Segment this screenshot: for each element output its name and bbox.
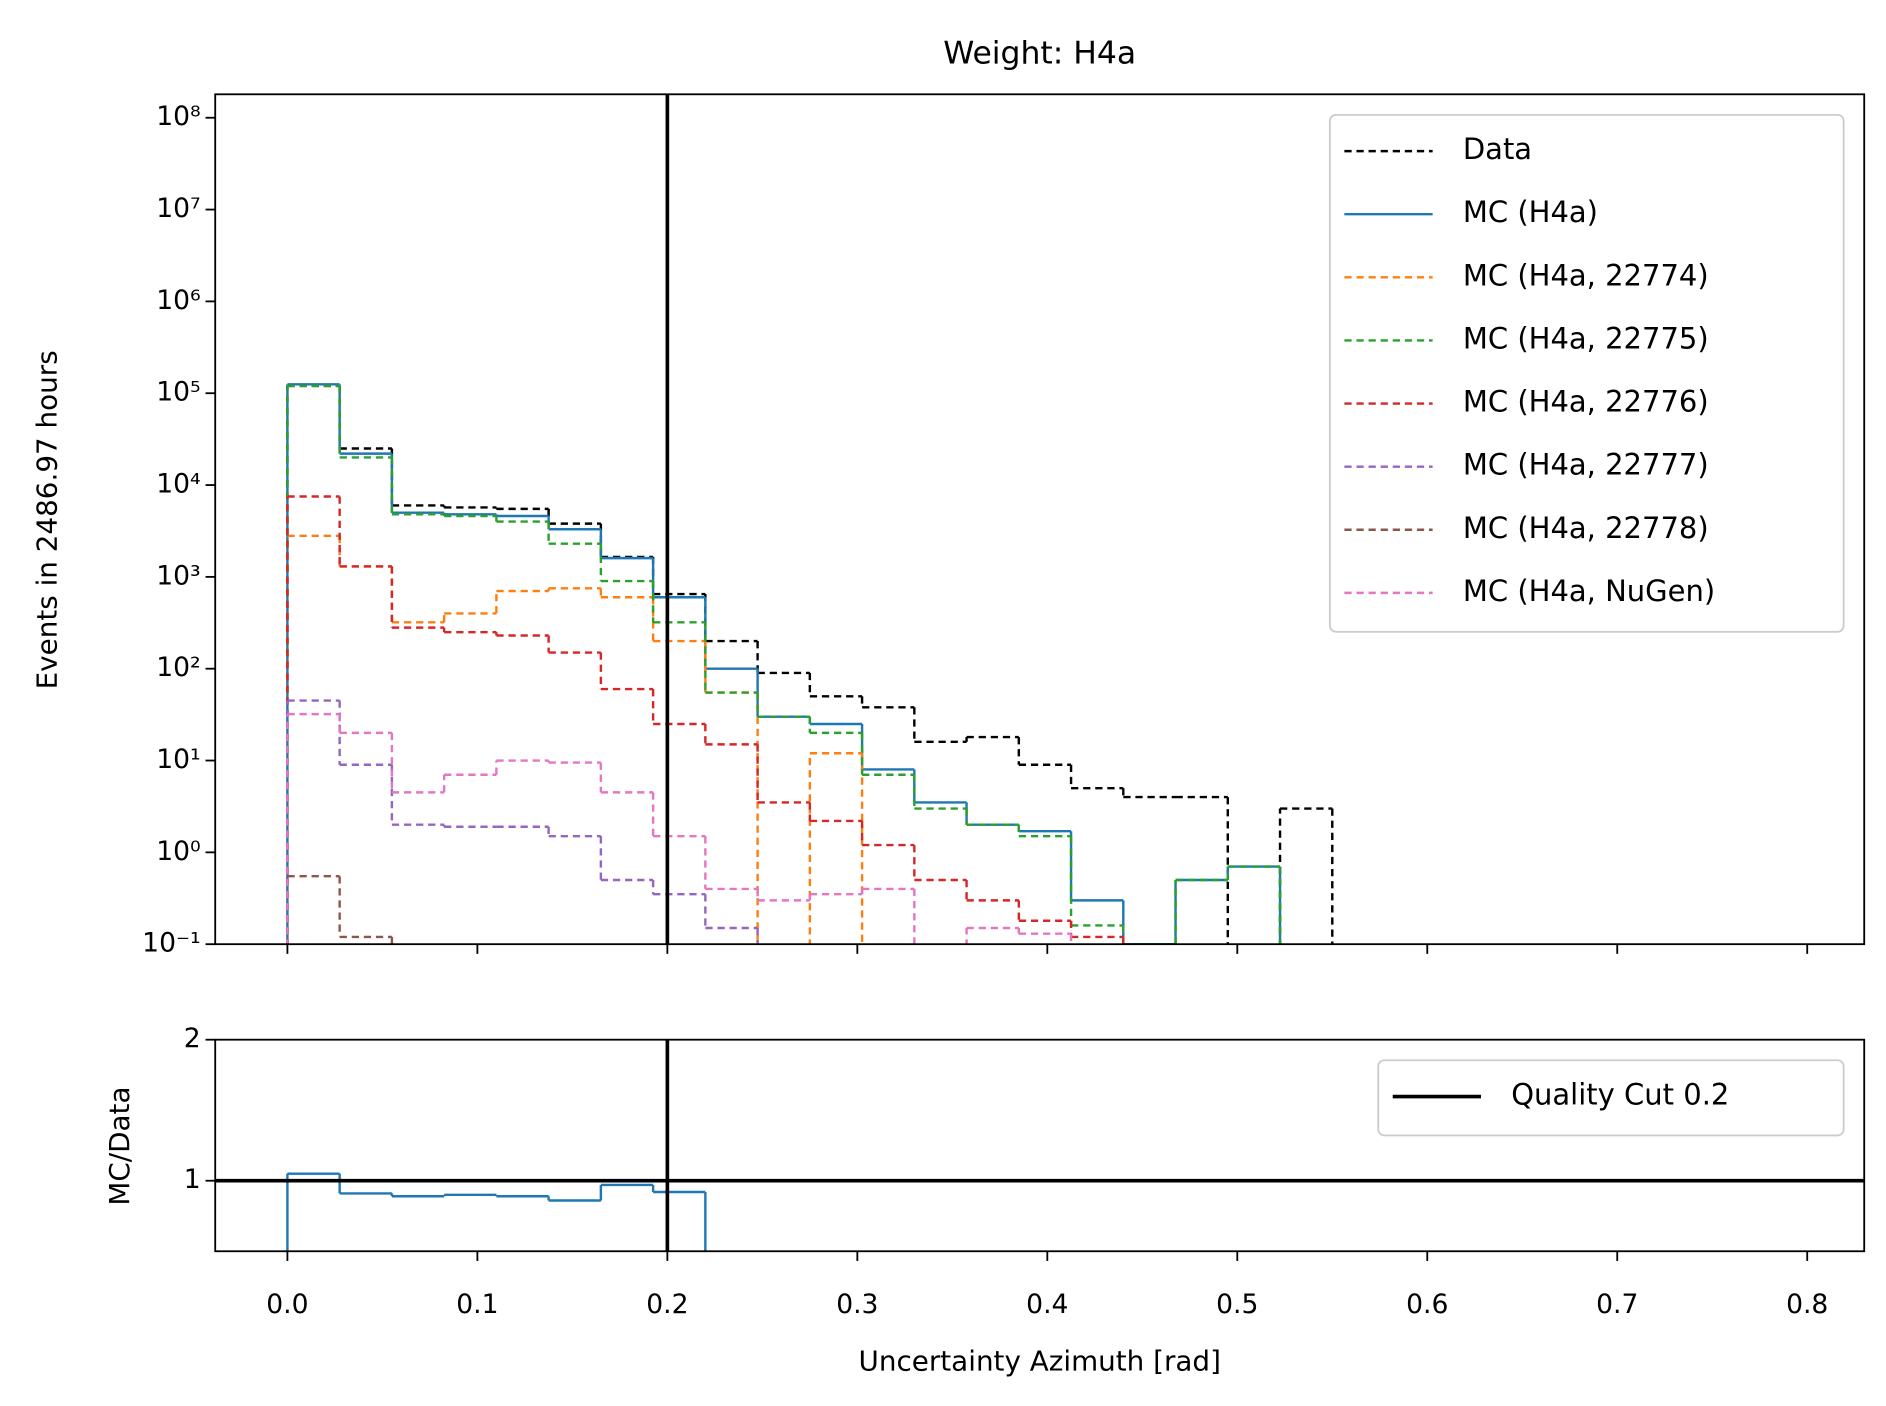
y-tick-label: 10⁰	[156, 836, 200, 867]
x-tick-label: 0.6	[1406, 1289, 1448, 1320]
x-tick-label: 0.3	[836, 1289, 878, 1320]
legend-label: MC (H4a, 22777)	[1463, 448, 1709, 482]
legend-label: MC (H4a, NuGen)	[1463, 574, 1715, 608]
legend-label: Quality Cut 0.2	[1511, 1078, 1729, 1112]
y-tick-label: 10⁴	[156, 469, 200, 500]
y-tick-label: 10²	[156, 652, 200, 683]
plot-area	[215, 1039, 1865, 1252]
x-tick-label: 0.2	[646, 1289, 688, 1320]
y-tick-label: 2	[184, 1023, 201, 1054]
x-axis-label: Uncertainty Azimuth [rad]	[859, 1344, 1221, 1377]
legend-label: MC (H4a, 22774)	[1463, 258, 1709, 292]
y-tick-label: 10³	[156, 560, 200, 591]
plot-area	[286, 94, 1334, 945]
y-tick-label: 10¹	[156, 744, 200, 775]
x-tick-label: 0.7	[1596, 1289, 1638, 1320]
legend-box	[1328, 113, 1845, 633]
y-tick-label: 10⁶	[156, 285, 200, 316]
legend-label: MC (H4a)	[1463, 195, 1598, 229]
axes-frame	[214, 93, 1866, 946]
legend-label: Data	[1463, 132, 1532, 166]
x-tick-label: 0.1	[456, 1289, 498, 1320]
x-tick-label: 0.4	[1026, 1289, 1068, 1320]
y-tick-label: 1	[184, 1164, 201, 1195]
x-tick-label: 0.8	[1786, 1289, 1828, 1320]
legend-label: MC (H4a, 22778)	[1463, 511, 1709, 545]
y-axis-label: Events in 2486.97 hours	[30, 350, 63, 689]
y-tick-label: 10⁻¹	[142, 928, 201, 959]
x-tick-label: 0.0	[266, 1289, 308, 1320]
legend-box	[1377, 1059, 1845, 1137]
chart-title: Weight: H4a	[943, 35, 1136, 71]
axes-frame	[214, 1038, 1866, 1253]
y-tick-label: 10⁸	[156, 101, 200, 132]
legend-label: MC (H4a, 22775)	[1463, 321, 1709, 355]
y-axis-label: MC/Data	[103, 1087, 136, 1206]
y-tick-label: 10⁷	[156, 193, 200, 224]
x-tick-label: 0.5	[1216, 1289, 1258, 1320]
legend-label: MC (H4a, 22776)	[1463, 385, 1709, 419]
y-tick-label: 10⁵	[156, 377, 200, 408]
